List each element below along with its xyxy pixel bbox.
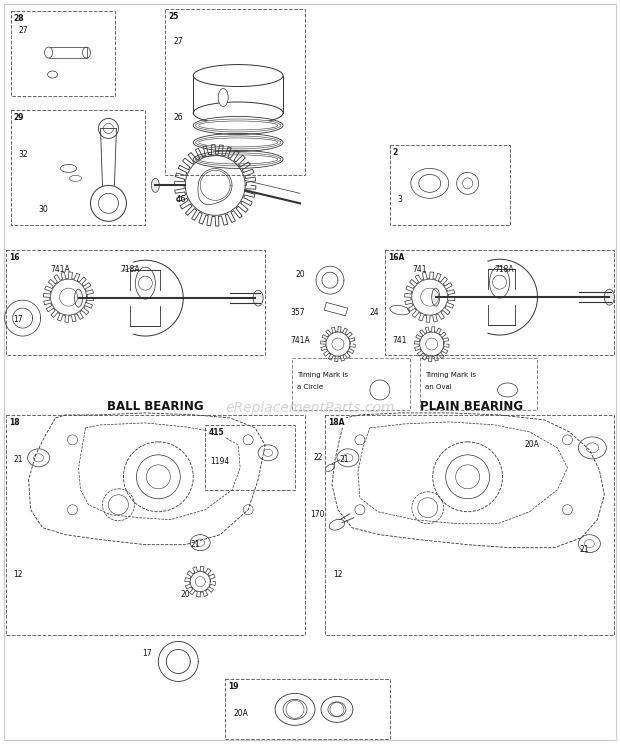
Text: 741A: 741A: [51, 265, 70, 275]
Text: 20: 20: [295, 270, 304, 279]
Bar: [385, 250, 614, 355]
Bar: [292, 358, 410, 410]
Text: 30: 30: [38, 205, 48, 214]
Text: 718A: 718A: [495, 265, 514, 275]
Text: 27: 27: [174, 36, 183, 45]
Bar: [11, 111, 145, 225]
Text: 20: 20: [180, 589, 190, 599]
Circle shape: [493, 275, 507, 289]
Text: 27: 27: [19, 25, 29, 35]
Ellipse shape: [432, 288, 440, 306]
Ellipse shape: [253, 290, 263, 306]
Text: 32: 32: [19, 150, 29, 159]
Ellipse shape: [195, 153, 281, 166]
Text: 741A: 741A: [290, 336, 310, 345]
Bar: [324, 302, 348, 315]
Text: 20A: 20A: [525, 440, 539, 449]
Ellipse shape: [218, 89, 228, 106]
Text: 19: 19: [228, 682, 239, 691]
Bar: [325, 415, 614, 635]
Text: 22: 22: [314, 453, 324, 462]
Text: BALL BEARING: BALL BEARING: [107, 400, 203, 413]
Text: 17: 17: [14, 315, 24, 324]
Bar: [48, 47, 87, 57]
Text: 24: 24: [370, 308, 379, 317]
Text: 18A: 18A: [328, 418, 345, 427]
Text: 21: 21: [340, 455, 350, 464]
Text: 21: 21: [190, 539, 200, 548]
Bar: [225, 679, 390, 740]
Text: 12: 12: [333, 570, 342, 579]
Text: 3: 3: [398, 196, 402, 205]
Text: 28: 28: [14, 13, 24, 22]
Text: an Oval: an Oval: [425, 384, 451, 390]
Text: Timing Mark is: Timing Mark is: [297, 372, 348, 378]
Ellipse shape: [45, 47, 53, 58]
Text: 18: 18: [9, 418, 19, 427]
Bar: [166, 9, 305, 176]
Text: Timing Mark is: Timing Mark is: [425, 372, 476, 378]
Circle shape: [138, 276, 153, 290]
Text: 415: 415: [208, 428, 224, 437]
Text: 16: 16: [9, 253, 19, 262]
Text: 21: 21: [580, 545, 589, 554]
Text: 21: 21: [14, 455, 23, 464]
Ellipse shape: [151, 179, 159, 193]
Text: 741: 741: [393, 336, 407, 345]
Text: eReplacementParts.com: eReplacementParts.com: [225, 401, 395, 415]
Text: 17: 17: [143, 650, 152, 658]
Bar: [11, 10, 115, 95]
Text: 16A: 16A: [388, 253, 404, 262]
Text: a Circle: a Circle: [297, 384, 323, 390]
Text: 1194: 1194: [210, 457, 229, 466]
Ellipse shape: [195, 119, 281, 132]
Text: 25: 25: [168, 12, 179, 21]
Text: 357: 357: [290, 308, 304, 317]
Bar: [205, 425, 295, 490]
Text: 718A: 718A: [120, 265, 140, 275]
Text: 26: 26: [174, 114, 183, 123]
Text: 20A: 20A: [233, 709, 248, 719]
Ellipse shape: [195, 136, 281, 149]
Text: PLAIN BEARING: PLAIN BEARING: [420, 400, 523, 413]
Ellipse shape: [604, 289, 614, 305]
Text: 29: 29: [14, 114, 24, 123]
Text: 2: 2: [393, 148, 398, 158]
Bar: [390, 145, 510, 225]
Text: 46: 46: [175, 196, 186, 205]
Text: 741: 741: [413, 265, 427, 275]
Bar: [420, 358, 538, 410]
Text: 170: 170: [310, 510, 324, 519]
Bar: [6, 250, 265, 355]
Ellipse shape: [74, 289, 82, 307]
Bar: [6, 415, 305, 635]
Text: 12: 12: [14, 570, 23, 579]
